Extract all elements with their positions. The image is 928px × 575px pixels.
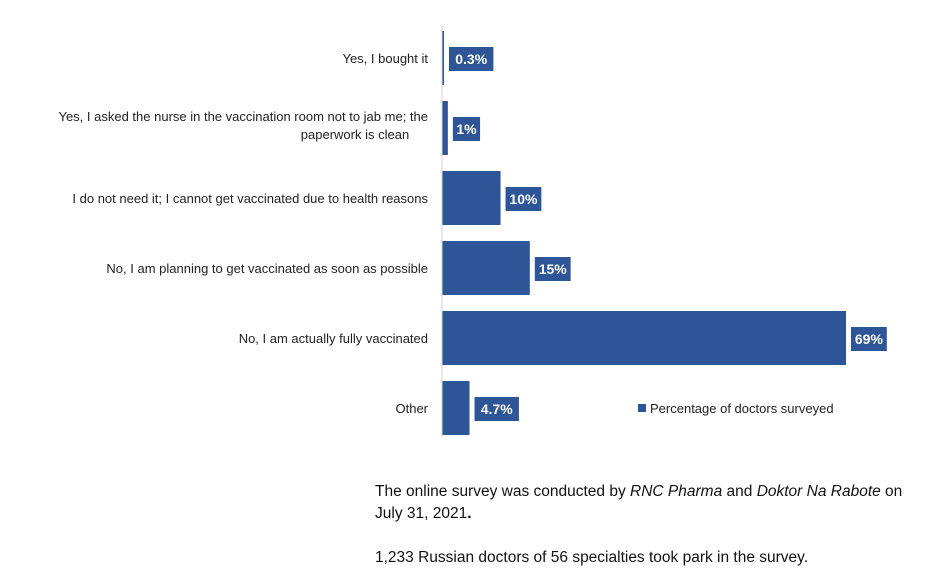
data-label-box bbox=[851, 327, 887, 351]
data-label-box bbox=[452, 117, 481, 141]
survey-note-date: on July 31, 2021 bbox=[375, 483, 903, 522]
legend-label: Percentage of doctors surveyed bbox=[650, 401, 834, 416]
data-label-box bbox=[474, 397, 519, 421]
category-label: Yes, I asked the nurse in the vaccinatio… bbox=[58, 109, 428, 124]
legend-swatch bbox=[638, 404, 646, 412]
bar bbox=[442, 311, 846, 365]
category-label: Yes, I bought it bbox=[342, 51, 428, 66]
bar bbox=[442, 171, 501, 225]
bar bbox=[442, 31, 444, 85]
data-label: 0.3% bbox=[455, 51, 487, 67]
data-label-box bbox=[534, 257, 571, 281]
bar bbox=[442, 381, 470, 435]
category-label: No, I am planning to get vaccinated as s… bbox=[106, 261, 428, 276]
survey-note-period: . bbox=[467, 505, 472, 522]
category-label: I do not need it; I cannot get vaccinate… bbox=[72, 191, 428, 206]
survey-participants-note: 1,233 Russian doctors of 56 specialties … bbox=[375, 549, 809, 566]
bars-layer: 0.3% 1% 10% 15% 69% 4.7% bbox=[442, 31, 887, 435]
data-label-box bbox=[505, 187, 542, 211]
legend: Percentage of doctors surveyed bbox=[638, 401, 834, 416]
survey-note-intro: The online survey was conducted by bbox=[375, 483, 631, 500]
data-label-box bbox=[449, 47, 494, 71]
survey-org-rnc-pharma: RNC Pharma bbox=[630, 483, 723, 500]
survey-note: The online survey was conducted by RNC P… bbox=[375, 481, 925, 525]
survey-note-and: and bbox=[722, 483, 757, 500]
labels-layer: Yes, I bought it Yes, I asked the nurse i… bbox=[58, 51, 428, 416]
survey-org-doktor-na-rabote: Doktor Na Rabote bbox=[756, 483, 881, 500]
data-label: 15% bbox=[539, 261, 568, 277]
data-label: 69% bbox=[855, 331, 884, 347]
data-label: 1% bbox=[456, 121, 477, 137]
bar-chart: 0.3%1%10%15%69%4.7% Yes, I bought itYes,… bbox=[58, 25, 887, 437]
data-label: 4.7% bbox=[481, 401, 513, 417]
data-label: 10% bbox=[509, 191, 538, 207]
category-label: paperwork is clean bbox=[301, 127, 409, 142]
category-label: Other bbox=[395, 401, 428, 416]
bar bbox=[442, 101, 448, 155]
bar bbox=[442, 241, 530, 295]
category-label: No, I am actually fully vaccinated bbox=[239, 331, 428, 346]
